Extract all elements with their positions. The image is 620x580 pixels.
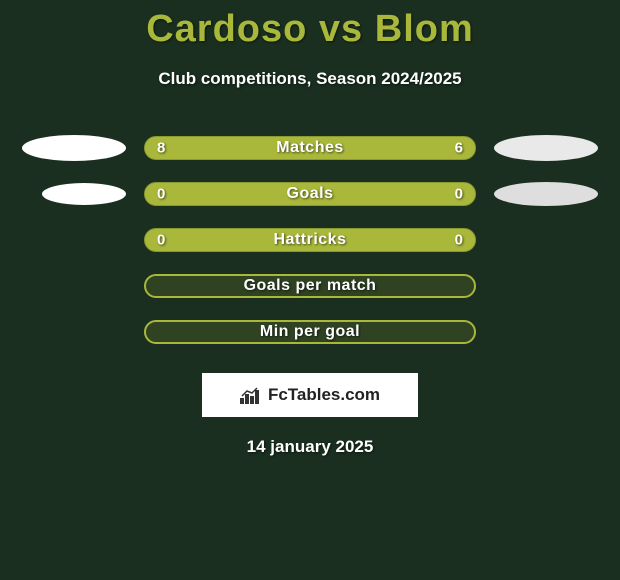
source-logo: FcTables.com bbox=[202, 373, 418, 417]
stat-right-value: 0 bbox=[455, 186, 463, 203]
row-goals-per-match: Goals per match bbox=[0, 263, 620, 309]
stat-left-value: 0 bbox=[157, 186, 165, 203]
stat-left-value: 8 bbox=[157, 140, 165, 157]
row-matches: 8 Matches 6 bbox=[0, 125, 620, 171]
stat-bar-goals: 0 Goals 0 bbox=[144, 182, 476, 206]
player-right-marker bbox=[494, 182, 598, 206]
stat-bar-mpg: Min per goal bbox=[144, 320, 476, 344]
player-left-marker bbox=[22, 135, 126, 161]
row-min-per-goal: Min per goal bbox=[0, 309, 620, 355]
stats-rows: 8 Matches 6 0 Goals 0 0 Hattricks 0 Goal… bbox=[0, 125, 620, 355]
title-vs: vs bbox=[319, 8, 363, 50]
stat-right-value: 0 bbox=[455, 232, 463, 249]
player-right-marker bbox=[494, 135, 598, 161]
stat-label: Hattricks bbox=[274, 231, 347, 249]
stat-bar-matches: 8 Matches 6 bbox=[144, 136, 476, 160]
title-left: Cardoso bbox=[146, 8, 307, 50]
stat-bar-gpm: Goals per match bbox=[144, 274, 476, 298]
row-hattricks: 0 Hattricks 0 bbox=[0, 217, 620, 263]
row-goals: 0 Goals 0 bbox=[0, 171, 620, 217]
logo-text: FcTables.com bbox=[268, 385, 380, 405]
subtitle: Club competitions, Season 2024/2025 bbox=[0, 69, 620, 89]
stat-left-value: 0 bbox=[157, 232, 165, 249]
stat-label: Matches bbox=[276, 139, 344, 157]
stat-label: Goals per match bbox=[244, 277, 377, 295]
page-title: Cardoso vs Blom bbox=[0, 0, 620, 51]
player-left-marker bbox=[42, 183, 126, 205]
stat-right-value: 6 bbox=[455, 140, 463, 157]
stat-label: Min per goal bbox=[260, 323, 360, 341]
stat-label: Goals bbox=[287, 185, 334, 203]
stat-bar-hattricks: 0 Hattricks 0 bbox=[144, 228, 476, 252]
chart-icon bbox=[240, 386, 262, 404]
date-label: 14 january 2025 bbox=[0, 437, 620, 457]
title-right: Blom bbox=[375, 8, 474, 50]
